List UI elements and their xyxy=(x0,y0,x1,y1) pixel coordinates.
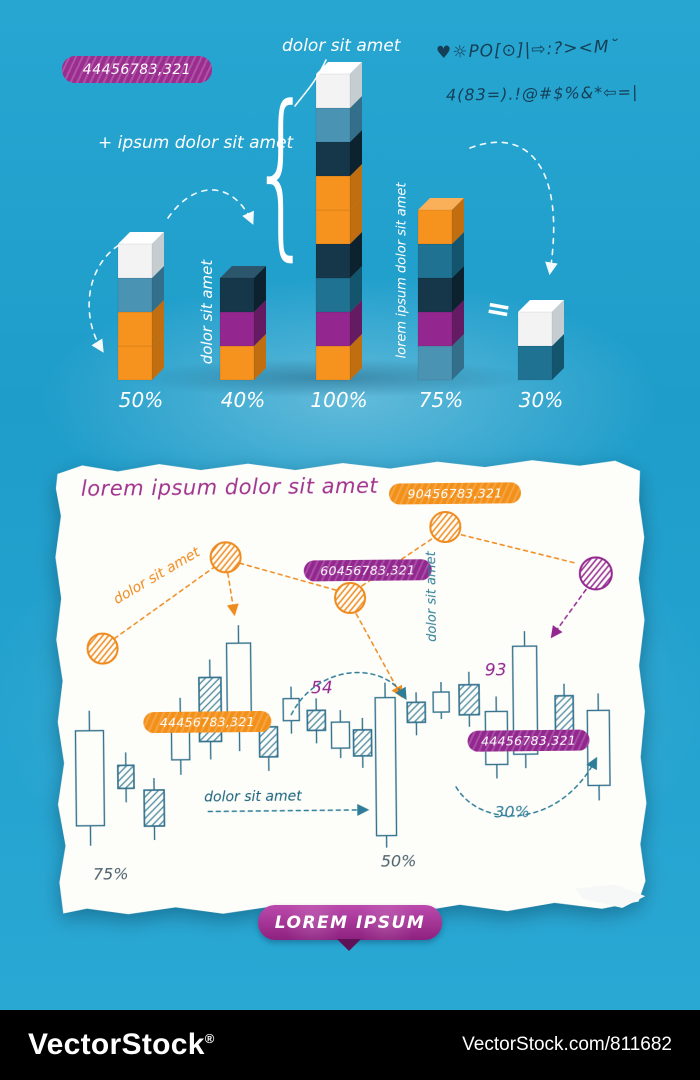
ribbon-label: LOREM IPSUM xyxy=(274,912,426,933)
percent-label-50: 50% xyxy=(380,851,417,871)
value-badge-1: 90456783,321 xyxy=(388,482,522,505)
percent-label-3: 100% xyxy=(310,388,368,412)
cubes-caption: dolor sit amet xyxy=(282,36,401,56)
footer-url: VectorStock.com/811682 xyxy=(462,1034,672,1055)
registered-mark: ® xyxy=(204,1031,215,1046)
value-label-93: 93 xyxy=(484,660,507,681)
footer-logo: VectorStock® xyxy=(28,1028,215,1062)
curly-brace: { xyxy=(250,68,313,277)
ipsum-caption: + ipsum dolor sit amet xyxy=(98,133,294,153)
number-badge-text: 44456783,321 xyxy=(82,61,192,78)
percent-label-2: 40% xyxy=(220,388,266,412)
stack4-vertical-label: lorem ipsum dolor sit amet xyxy=(394,182,410,359)
note-vertical: dolor sit amet xyxy=(424,551,441,643)
percent-label-75: 75% xyxy=(92,864,129,884)
paper-title: lorem ipsum dolor sit amet xyxy=(80,473,379,501)
value-badge-4: 44456783,321 xyxy=(467,729,590,752)
value-badge-2: 60456783,321 xyxy=(303,559,432,582)
note-bottom: dolor sit amet xyxy=(204,788,302,806)
value-label-54: 54 xyxy=(310,678,333,699)
torn-paper-card: lorem ipsum dolor sit amet 90456783,321 … xyxy=(53,455,650,919)
value-badge-3: 44456783,321 xyxy=(143,710,272,734)
number-badge: 44456783,321 xyxy=(62,56,212,83)
percent-label-4: 75% xyxy=(418,388,464,412)
stack2-vertical-label: dolor sit amet xyxy=(198,259,216,365)
percent-label-30: 30% xyxy=(494,802,530,822)
handwritten-symbols-line2: 4(83=).!@#$%&*⇦=| xyxy=(445,82,639,105)
footer-brand-text: VectorStock xyxy=(28,1028,205,1061)
percent-label-5: 30% xyxy=(518,388,564,412)
paper-sheet xyxy=(53,455,650,919)
footer-bar: VectorStock® VectorStock.com/811682 xyxy=(0,1010,700,1080)
percent-label-1: 50% xyxy=(118,388,164,412)
lorem-ipsum-ribbon: LOREM IPSUM xyxy=(258,905,442,940)
